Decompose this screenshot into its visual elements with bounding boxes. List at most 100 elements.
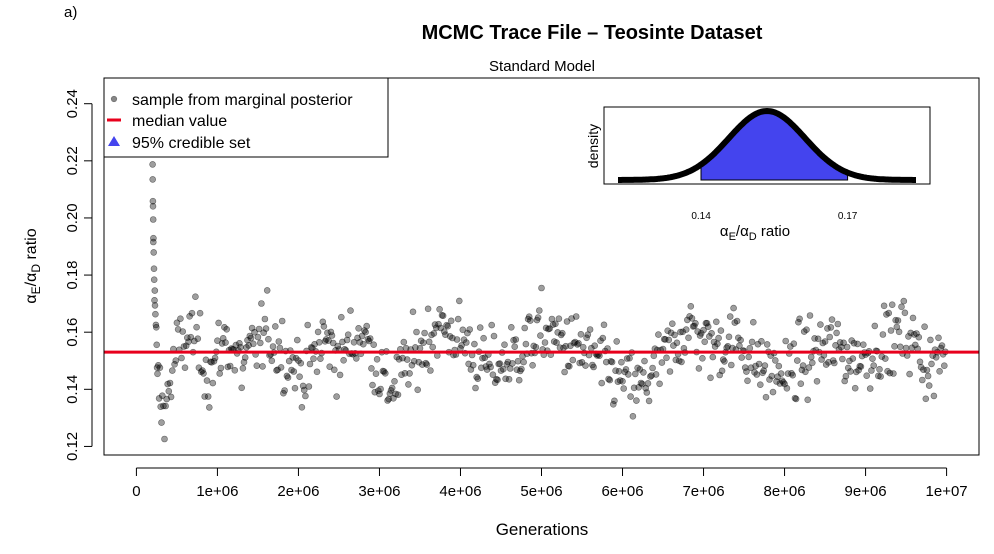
x-axis-label: Generations [495, 520, 589, 539]
trace-point-511 [721, 358, 728, 365]
y-tick-label-0: 0.12 [64, 432, 81, 461]
trace-point-140 [292, 354, 300, 362]
legend-label-credible-set: 95% credible set [132, 135, 251, 152]
trace-points [149, 161, 949, 443]
trace-point-64 [204, 393, 212, 400]
trace-point-389 [579, 343, 587, 351]
trace-point-42 [179, 328, 186, 335]
trace-point-24 [159, 392, 166, 400]
trace-point-6 [150, 234, 157, 242]
trace-point-427 [623, 355, 631, 362]
trace-point-113 [261, 315, 269, 323]
trace-point-267 [439, 312, 447, 320]
trace-point-620 [847, 368, 854, 375]
trace-point-350 [534, 314, 542, 321]
trace-point-316 [496, 360, 504, 367]
trace-point-123 [273, 367, 280, 374]
trace-point-283 [458, 342, 465, 349]
trace-point-470 [673, 339, 681, 347]
trace-point-584 [805, 364, 813, 371]
trace-point-640 [870, 362, 878, 369]
trace-point-659 [892, 316, 900, 324]
trace-point-420 [615, 367, 623, 375]
trace-point-45 [182, 342, 190, 350]
trace-point-637 [866, 385, 874, 392]
trace-point-259 [430, 330, 438, 337]
trace-point-654 [886, 369, 894, 377]
trace-point-398 [590, 363, 597, 371]
trace-point-249 [418, 361, 426, 368]
trace-point-46 [184, 334, 191, 342]
trace-point-587 [808, 359, 816, 367]
trace-point-104 [251, 328, 258, 336]
trace-point-74 [216, 370, 223, 377]
trace-point-653 [885, 309, 893, 317]
trace-point-13 [152, 310, 159, 318]
trace-point-80 [223, 325, 230, 333]
trace-point-332 [514, 357, 522, 365]
trace-point-351 [535, 307, 543, 314]
trace-point-284 [459, 326, 467, 334]
trace-point-139 [291, 384, 299, 392]
trace-point-480 [685, 334, 692, 342]
trace-point-236 [403, 356, 411, 363]
trace-point-621 [848, 337, 856, 344]
trace-point-430 [627, 393, 634, 400]
trace-point-424 [620, 385, 628, 392]
trace-point-536 [749, 318, 757, 326]
trace-point-172 [329, 339, 337, 347]
trace-point-399 [591, 342, 599, 350]
trace-point-16 [153, 341, 160, 349]
trace-point-366 [553, 339, 560, 346]
trace-point-650 [881, 355, 889, 362]
trace-point-689 [927, 336, 934, 344]
trace-point-110 [258, 300, 265, 307]
trace-point-55 [194, 335, 202, 343]
trace-point-32 [167, 393, 175, 401]
trace-point-474 [678, 358, 685, 366]
trace-point-570 [789, 371, 797, 379]
trace-point-53 [192, 293, 199, 301]
trace-point-434 [631, 370, 639, 378]
trace-point-670 [905, 333, 912, 340]
trace-point-454 [655, 331, 662, 338]
trace-point-41 [178, 354, 185, 362]
trace-point-327 [509, 360, 516, 367]
trace-point-115 [263, 287, 271, 294]
trace-point-247 [416, 344, 424, 352]
trace-point-301 [479, 354, 486, 362]
trace-point-583 [804, 396, 812, 404]
trace-point-178 [336, 371, 344, 379]
trace-point-646 [877, 373, 884, 380]
trace-point-329 [511, 343, 519, 351]
y-tick-label-4: 0.20 [64, 203, 81, 232]
trace-point-83 [226, 362, 234, 370]
trace-point-441 [640, 369, 647, 376]
trace-point-133 [284, 374, 292, 381]
trace-point-311 [490, 332, 498, 340]
trace-point-538 [752, 362, 759, 370]
trace-point-548 [763, 341, 771, 348]
trace-point-468 [671, 331, 678, 339]
trace-point-255 [425, 338, 433, 346]
trace-point-592 [814, 335, 822, 343]
trace-point-509 [718, 367, 726, 375]
trace-point-483 [688, 314, 696, 322]
trace-point-261 [432, 324, 440, 332]
trace-point-613 [839, 355, 846, 363]
trace-point-209 [372, 370, 380, 378]
legend-point-swatch [110, 95, 118, 103]
trace-point-40 [177, 315, 184, 323]
legend-label-samples: sample from marginal posterior [132, 92, 353, 109]
trace-point-338 [521, 324, 529, 332]
trace-point-576 [796, 315, 803, 323]
trace-point-516 [726, 313, 734, 320]
trace-point-61 [201, 393, 208, 400]
trace-point-176 [334, 342, 342, 350]
trace-point-26 [161, 435, 168, 443]
x-tick-label-0: 0 [132, 483, 140, 500]
trace-point-223 [388, 384, 396, 392]
trace-point-525 [737, 336, 744, 344]
trace-point-102 [248, 324, 256, 332]
